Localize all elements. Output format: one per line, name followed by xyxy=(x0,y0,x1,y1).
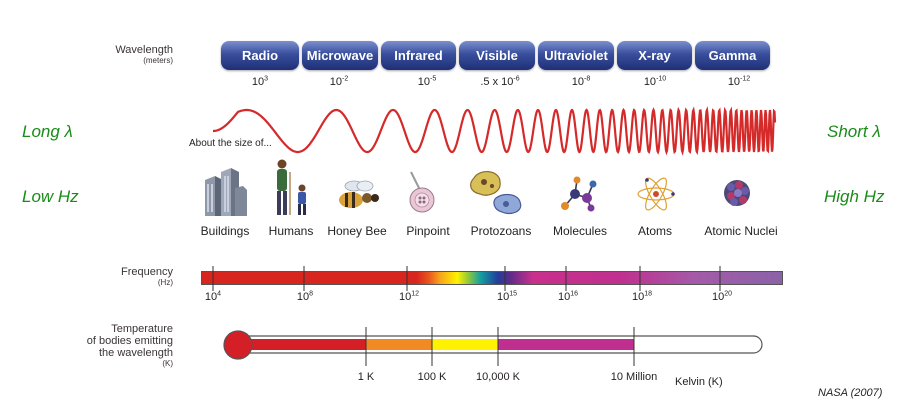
frequency-value: 1016 xyxy=(557,290,579,303)
object-label-humans: Humans xyxy=(268,224,314,238)
temperature-unit: (K) xyxy=(162,359,173,368)
humans-icon xyxy=(277,159,306,215)
wavelength-unit: (meters) xyxy=(143,56,173,65)
low-frequency-label: Low Hz xyxy=(22,187,79,206)
temperature-title-line1: Temperature xyxy=(111,323,173,335)
band-x-ray: X-ray xyxy=(617,41,692,70)
frequency-value: 1015 xyxy=(496,290,518,303)
wavelength-row-label: Wavelength (meters) xyxy=(60,44,173,66)
object-label-molecules: Molecules xyxy=(552,224,608,238)
frequency-value: 1020 xyxy=(711,290,733,303)
band-ultraviolet: Ultraviolet xyxy=(538,41,614,70)
band-infrared: Infrared xyxy=(381,41,456,70)
wavelength-value: 10-8 xyxy=(571,75,591,88)
band-microwave: Microwave xyxy=(302,41,378,70)
long-wavelength-label: Long λ xyxy=(22,122,73,141)
atom-icon xyxy=(637,177,675,211)
thermometer-segment-magenta xyxy=(498,339,634,350)
thermometer-segment-yellow xyxy=(432,339,498,350)
buildings-icon xyxy=(205,168,247,216)
thermometer-segment-orange xyxy=(366,339,432,350)
temperature-title-line2: of bodies emitting xyxy=(86,335,173,347)
object-label-protozoans: Protozoans xyxy=(470,224,532,238)
honey-bee-icon xyxy=(339,180,379,208)
temperature-title-line3: the wavelength xyxy=(99,347,173,359)
object-label-honey-bee: Honey Bee xyxy=(327,224,387,238)
wavelength-value: 10-10 xyxy=(643,75,667,88)
temperature-value: 10 Million xyxy=(610,371,658,383)
object-label-buildings: Buildings xyxy=(200,224,250,238)
wavelength-value: 10-12 xyxy=(727,75,751,88)
pinpoint-icon xyxy=(409,171,435,213)
kelvin-label: Kelvin (K) xyxy=(675,376,723,388)
frequency-bar xyxy=(201,271,783,285)
temperature-row-label: Temperature of bodies emitting the wavel… xyxy=(40,323,173,369)
wavelength-value: 10-5 xyxy=(417,75,437,88)
atomic-nuclei-icon xyxy=(724,180,750,206)
wavelength-wave xyxy=(213,106,777,156)
temperature-value: 100 K xyxy=(417,371,447,383)
frequency-title: Frequency xyxy=(121,266,173,278)
thermometer-bulb xyxy=(223,330,253,360)
wavelength-title: Wavelength xyxy=(115,44,173,56)
temperature-value: 1 K xyxy=(357,371,375,383)
band-visible: Visible xyxy=(459,41,535,70)
credit-label: NASA (2007) xyxy=(818,387,883,399)
frequency-value: 1012 xyxy=(398,290,420,303)
temperature-value: 10,000 K xyxy=(475,371,521,383)
frequency-unit: (Hz) xyxy=(157,278,173,287)
about-size-label: About the size of... xyxy=(189,138,272,149)
wavelength-value: .5 x 10-6 xyxy=(480,75,520,88)
frequency-value: 104 xyxy=(204,290,222,303)
molecules-icon xyxy=(561,176,597,212)
wavelength-value: 10-2 xyxy=(329,75,349,88)
wavelength-value: 103 xyxy=(251,75,269,88)
frequency-value: 1018 xyxy=(631,290,653,303)
short-wavelength-label: Short λ xyxy=(827,122,881,141)
frequency-value: 108 xyxy=(296,290,314,303)
band-gamma-ray: Gamma Ray xyxy=(695,41,770,92)
frequency-row-label: Frequency (Hz) xyxy=(60,266,173,288)
object-label-atoms: Atoms xyxy=(637,224,672,238)
object-label-atomic-nuclei: Atomic Nuclei xyxy=(704,224,778,238)
object-label-pinpoint: Pinpoint xyxy=(406,224,450,238)
protozoans-icon xyxy=(470,171,522,215)
band-radio: Radio xyxy=(221,41,299,70)
thermometer-segment-red xyxy=(238,339,366,350)
high-frequency-label: High Hz xyxy=(824,187,885,206)
